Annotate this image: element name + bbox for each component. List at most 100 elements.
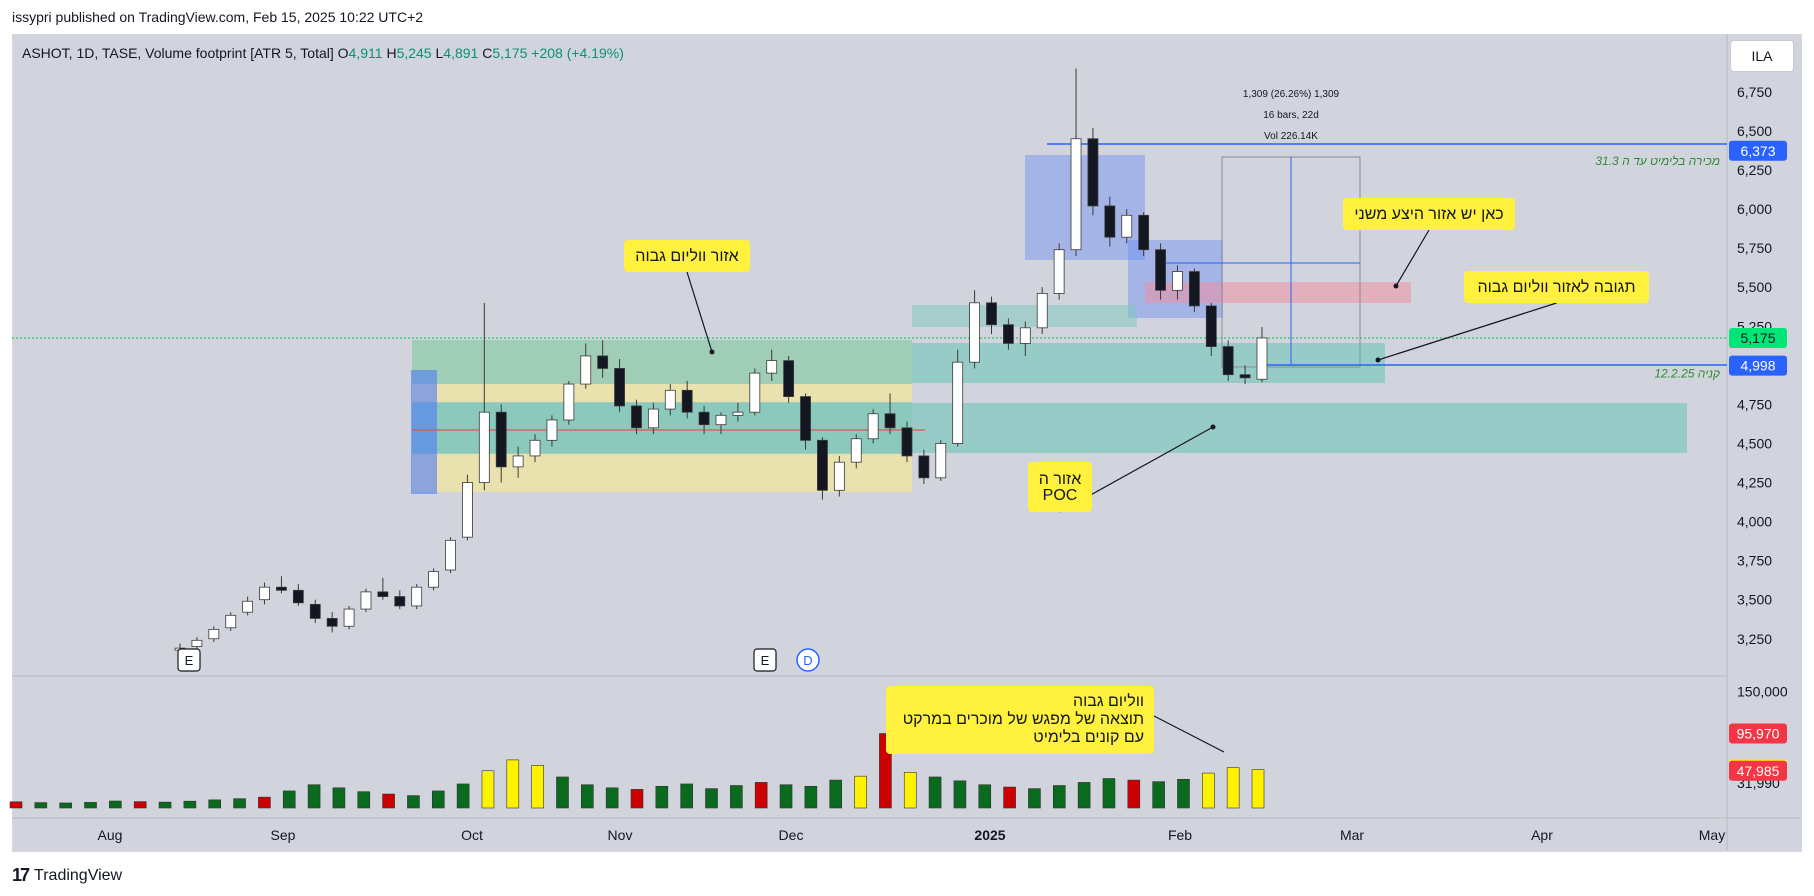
candle-body	[309, 603, 321, 619]
y-tick-label-2: 6,250	[1737, 162, 1772, 178]
annotation-box-2[interactable]	[1343, 198, 1515, 230]
candle-body	[1205, 305, 1217, 347]
x-tick-label-3: Nov	[608, 827, 633, 843]
candle-body	[1138, 214, 1150, 251]
candle-body	[1222, 346, 1234, 376]
x-tick-label-9: May	[1699, 827, 1725, 843]
price-tag-label-2: 4,998	[1740, 358, 1775, 374]
supply-zone-1	[1025, 155, 1145, 260]
candle-body	[259, 586, 270, 601]
volume-bar	[1077, 782, 1091, 809]
volume-profile-blue	[411, 370, 437, 494]
dividend-marker[interactable]	[796, 648, 820, 672]
candle-body	[817, 439, 828, 491]
earnings-marker[interactable]	[177, 648, 201, 672]
volume-bar	[109, 800, 122, 809]
candle-body	[1121, 214, 1133, 238]
candle-body	[800, 396, 811, 441]
vol-tag-2	[1729, 760, 1787, 781]
candle-body	[343, 608, 355, 627]
volume-bar	[332, 787, 346, 809]
candle-body	[1036, 293, 1048, 329]
volume-bar	[84, 802, 97, 809]
price-tag-2	[1729, 355, 1787, 376]
legend-low: 4,891	[443, 45, 479, 61]
price-tag-label-0: 6,373	[1740, 143, 1775, 159]
currency-button[interactable]: ILA	[1730, 40, 1794, 72]
candle-body	[495, 411, 507, 468]
candle-body	[462, 482, 473, 538]
x-tick-label-2: Oct	[461, 827, 483, 843]
value-area-yellow-bottom	[412, 454, 912, 492]
volume-bar	[158, 801, 172, 809]
footer-brand: TradingView	[34, 866, 123, 884]
volume-bar	[779, 784, 793, 809]
legend-open-label: O	[337, 45, 349, 61]
tradingview-logo-icon: 17	[12, 865, 30, 885]
candle-body	[952, 361, 964, 444]
volume-bar	[481, 770, 495, 809]
value-area-green	[412, 340, 912, 384]
volume-bar	[183, 800, 197, 809]
volume-bar	[581, 784, 594, 809]
volume-bar	[928, 776, 942, 809]
volume-bar	[1226, 767, 1240, 809]
y-tick-label-1: 6,500	[1737, 123, 1772, 139]
candle-body	[783, 360, 795, 397]
earnings-marker-label: E	[185, 653, 194, 668]
annotation-box-3[interactable]	[1464, 271, 1649, 303]
volume-annotation-text: תוצאה של מפגש של מוכרים במרקט	[903, 710, 1144, 728]
volume-bars-group	[9, 733, 1265, 809]
candle-body	[326, 618, 338, 627]
candle-body	[850, 438, 862, 463]
candle-body	[1104, 205, 1116, 238]
candle-body	[1155, 249, 1166, 291]
legend-high-label: H	[386, 45, 397, 61]
candles-group	[174, 68, 1268, 656]
candle-body	[918, 455, 930, 479]
candle-body	[563, 383, 575, 421]
volume-bar	[407, 795, 420, 809]
candle-body	[478, 411, 490, 483]
candle-body	[377, 591, 389, 597]
y-tick-label-7: 4,750	[1737, 396, 1772, 412]
x-tick-label-1: Sep	[271, 827, 296, 843]
candle-body	[614, 368, 625, 407]
volume-bar	[730, 785, 743, 809]
annotation-pointer-dot	[1210, 424, 1216, 430]
candle-body	[411, 586, 423, 607]
annotation-pointer	[1377, 302, 1557, 361]
candle-body	[1070, 138, 1082, 251]
time-axis[interactable]: Aug Sep Oct Nov Dec 2025 Feb Mar Apr May	[98, 827, 1726, 843]
annotation-box-0[interactable]	[624, 240, 750, 272]
published-line: issypri published on TradingView.com, Fe…	[12, 9, 424, 25]
candle-body	[681, 389, 693, 413]
candle-body	[242, 600, 254, 613]
footer[interactable]: 17 TradingView	[12, 865, 122, 886]
earnings-marker[interactable]	[753, 648, 777, 672]
volume-bar	[133, 801, 147, 809]
annotation-box-1[interactable]	[1028, 462, 1092, 512]
price-axis[interactable]: 6,7506,5006,2506,0005,7505,5005,2504,750…	[1737, 84, 1788, 791]
volume-bar	[382, 793, 395, 809]
volume-bar	[705, 788, 718, 809]
volume-bar	[655, 785, 669, 809]
candle-body	[529, 439, 541, 457]
secondary-supply-zone	[1145, 282, 1411, 303]
y-tick-label-0: 6,750	[1737, 84, 1772, 100]
candle-body	[360, 591, 372, 610]
legend-symbol: ASHOT, 1D, TASE, Volume footprint [ATR 5…	[22, 45, 334, 61]
legend-low-label: L	[435, 45, 444, 61]
candle-body	[986, 302, 997, 326]
volume-bar	[456, 783, 470, 809]
y-tick-label-3: 6,000	[1737, 201, 1772, 217]
line-label-0: מכירה בלימיט עד ה 31.3	[1595, 154, 1720, 168]
candle-body	[546, 419, 558, 441]
chart-legend: ASHOT, 1D, TASE, Volume footprint [ATR 5…	[22, 45, 624, 61]
volume-annotation-box[interactable]	[886, 686, 1154, 754]
vol-tag-0	[1729, 723, 1787, 744]
vol-y-tick-label-0: 150,000	[1737, 684, 1788, 700]
annotation-pointer	[686, 271, 713, 353]
candle-body	[1256, 337, 1268, 380]
